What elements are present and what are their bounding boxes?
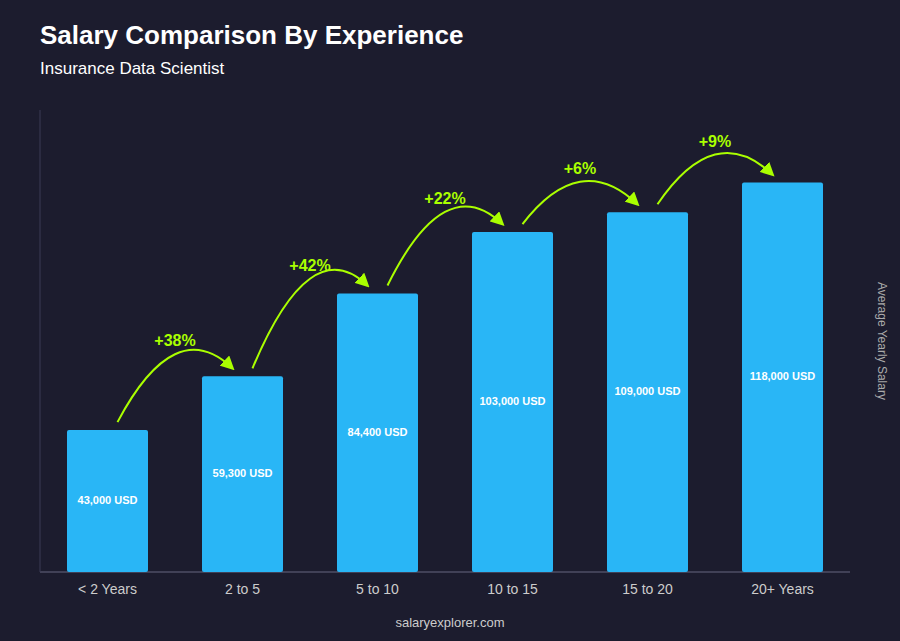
growth-arrow xyxy=(523,181,638,224)
growth-arrow xyxy=(253,270,368,369)
x-tick-label: 2 to 5 xyxy=(225,581,260,597)
x-axis-line xyxy=(40,572,850,573)
data-label: 109,000 USD xyxy=(614,385,680,397)
data-label: 84,400 USD xyxy=(348,426,408,438)
bar xyxy=(202,376,283,572)
bars xyxy=(67,183,823,572)
x-tick-label: 20+ Years xyxy=(751,581,814,597)
bar xyxy=(67,430,148,572)
subtitle: Insurance Data Scientist xyxy=(40,59,225,78)
data-label: 43,000 USD xyxy=(78,494,138,506)
y-axis-label: Average Yearly Salary xyxy=(875,282,889,400)
bar xyxy=(472,232,553,572)
x-tick-label: 15 to 20 xyxy=(622,581,673,597)
data-label: 118,000 USD xyxy=(750,370,815,382)
bar xyxy=(337,293,418,572)
bar xyxy=(607,212,688,572)
annotation: +22% xyxy=(424,190,465,207)
title: Salary Comparison By Experience xyxy=(40,20,463,50)
annotations: +38% +42% +22% +6% +9% xyxy=(118,133,773,423)
growth-arrow xyxy=(658,153,773,204)
annotation: +42% xyxy=(289,257,330,274)
y-axis-line xyxy=(40,110,41,572)
data-label: 103,000 USD xyxy=(479,395,545,407)
x-tick-label: 5 to 10 xyxy=(356,581,399,597)
growth-arrow xyxy=(118,350,233,422)
annotation: +6% xyxy=(564,160,596,177)
chart: Salary Comparison By Experience Insurance… xyxy=(0,0,900,641)
annotation: +38% xyxy=(154,332,195,349)
annotation: +9% xyxy=(699,133,731,150)
data-label: 59,300 USD xyxy=(213,467,273,479)
growth-arrow xyxy=(388,206,503,285)
x-tick-label: 10 to 15 xyxy=(487,581,538,597)
bar xyxy=(742,183,823,572)
footer: salaryexplorer.com xyxy=(395,615,504,630)
x-tick-label: < 2 Years xyxy=(78,581,137,597)
